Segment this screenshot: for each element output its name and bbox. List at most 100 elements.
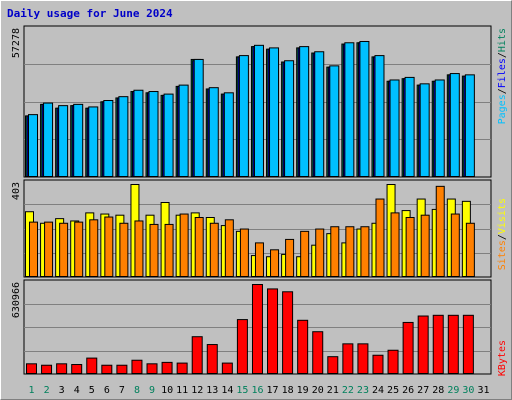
- x-tick-label-day-12: 12: [191, 385, 203, 396]
- kbytes-bar-day-23: [357, 343, 369, 374]
- kbytes-bar-day-16: [251, 284, 263, 374]
- pages-bar-day-1: [28, 114, 38, 177]
- pages-bar-day-12: [193, 58, 204, 178]
- x-tick-label-day-11: 11: [176, 385, 188, 396]
- x-tick-label-day-14: 14: [221, 385, 233, 396]
- legend-separator: /: [497, 88, 508, 94]
- kbytes-bar-day-19: [297, 319, 309, 374]
- kbytes-bar-day-26: [402, 321, 414, 375]
- sites-bar-day-20: [315, 228, 325, 278]
- sites-bar-day-15: [239, 228, 249, 278]
- sites-bar-day-7: [119, 222, 129, 277]
- x-tick-label-day-23: 23: [357, 385, 369, 396]
- pages-bar-day-11: [178, 84, 189, 177]
- sites-bar-day-27: [420, 214, 430, 277]
- x-tick-label-day-4: 4: [74, 385, 80, 396]
- sites-bar-day-14: [224, 219, 234, 277]
- sites-bar-day-29: [450, 213, 460, 278]
- kbytes-bar-day-18: [282, 291, 294, 375]
- sites-bar-day-11: [179, 213, 189, 278]
- sites-bar-day-30: [465, 222, 475, 277]
- kbytes-bar-day-7: [116, 364, 128, 375]
- kbytes-bar-day-27: [417, 315, 429, 375]
- sites-bar-day-25: [390, 212, 400, 277]
- kbytes-bar-day-24: [372, 354, 384, 374]
- pages-bar-day-23: [359, 40, 370, 178]
- x-tick-label-day-21: 21: [327, 385, 339, 396]
- pages-bar-day-27: [419, 83, 430, 177]
- x-tick-label-day-8: 8: [134, 385, 140, 396]
- pages-bar-day-10: [163, 93, 174, 177]
- x-tick-label-day-3: 3: [59, 385, 65, 396]
- sites-bar-day-2: [44, 221, 54, 278]
- sites-bar-day-3: [59, 222, 69, 277]
- kbytes-bar-day-12: [191, 336, 203, 374]
- kbytes-bar-day-5: [86, 357, 98, 375]
- sites-bar-day-10: [164, 223, 174, 278]
- x-tick-label-day-22: 22: [342, 385, 354, 396]
- bottom-panel-legend: KBytes: [497, 340, 508, 376]
- kbytes-bar-day-28: [432, 314, 444, 375]
- x-tick-label-day-29: 29: [447, 385, 459, 396]
- pages-bar-day-25: [389, 79, 400, 177]
- x-tick-label-day-26: 26: [402, 385, 414, 396]
- kbytes-bar-day-25: [387, 349, 399, 374]
- legend-pages: Pages: [497, 94, 508, 124]
- x-tick-label-day-24: 24: [372, 385, 384, 396]
- kbytes-bar-day-9: [146, 363, 158, 375]
- x-tick-label-day-10: 10: [161, 385, 173, 396]
- pages-bar-day-17: [269, 47, 280, 177]
- legend-visits: Visits: [497, 198, 508, 234]
- sites-bar-day-6: [104, 216, 114, 278]
- pages-bar-day-4: [73, 103, 84, 177]
- pages-bar-day-3: [58, 105, 69, 177]
- sites-bar-day-12: [194, 217, 204, 277]
- pages-bar-day-8: [133, 89, 144, 177]
- sites-bar-day-19: [300, 230, 310, 278]
- kbytes-bar-day-8: [131, 359, 143, 374]
- x-tick-label-day-20: 20: [312, 385, 324, 396]
- pages-bar-day-19: [299, 46, 310, 178]
- pages-bar-day-14: [223, 92, 234, 177]
- pages-bar-day-28: [434, 79, 445, 177]
- pages-bar-day-22: [344, 42, 355, 177]
- sites-bar-day-24: [375, 198, 385, 278]
- pages-bar-day-16: [253, 44, 264, 177]
- pages-bar-day-5: [88, 106, 99, 177]
- kbytes-bar-day-20: [312, 331, 324, 374]
- x-tick-label-day-27: 27: [417, 385, 429, 396]
- sites-bar-day-4: [74, 221, 84, 278]
- pages-bar-day-15: [238, 55, 249, 177]
- pages-bar-day-21: [329, 65, 340, 177]
- legend-separator: /: [497, 234, 508, 240]
- x-tick-label-day-9: 9: [149, 385, 155, 396]
- kbytes-bar-day-22: [342, 343, 354, 374]
- sites-bar-day-28: [435, 185, 445, 278]
- middle-panel-legend: Sites/Visits: [497, 198, 508, 270]
- x-tick-label-day-5: 5: [89, 385, 95, 396]
- sites-bar-day-21: [330, 226, 340, 278]
- x-tick-label-day-13: 13: [206, 385, 218, 396]
- sites-bar-day-1: [29, 221, 38, 278]
- pages-bar-day-13: [208, 87, 219, 177]
- kbytes-bar-day-2: [41, 364, 53, 375]
- x-tick-label-day-30: 30: [462, 385, 474, 396]
- kbytes-bar-day-3: [56, 363, 68, 375]
- kbytes-bar-day-13: [206, 344, 218, 374]
- x-tick-label-day-25: 25: [387, 385, 399, 396]
- pages-bar-day-20: [314, 51, 325, 177]
- sites-bar-day-23: [360, 226, 370, 278]
- sites-bar-day-8: [134, 220, 144, 277]
- kbytes-bar-day-30: [462, 314, 474, 375]
- pages-bar-day-26: [404, 76, 415, 177]
- top-panel-legend: Pages/Files/Hits: [497, 28, 508, 124]
- kbytes-bar-day-11: [176, 362, 188, 375]
- legend-hits: Hits: [497, 28, 508, 52]
- kbytes-bar-day-4: [71, 364, 83, 375]
- chart-title: Daily usage for June 2024: [7, 7, 173, 20]
- sites-bar-day-5: [89, 219, 99, 277]
- kbytes-bar-day-14: [221, 362, 233, 375]
- x-tick-label-day-17: 17: [267, 385, 279, 396]
- legend-sites: Sites: [497, 240, 508, 270]
